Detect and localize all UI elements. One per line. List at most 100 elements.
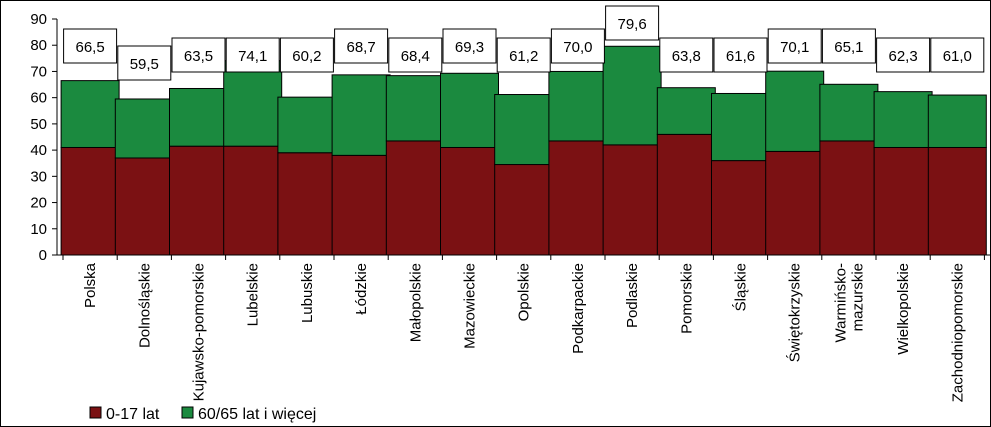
bar-segment-60-65	[277, 96, 337, 154]
total-label-box	[605, 5, 660, 41]
bar-segment-0-17	[656, 133, 716, 256]
y-tick-label: 50	[30, 116, 47, 133]
x-category-label: Lubuskie	[299, 263, 316, 323]
total-label: 60,2	[292, 48, 321, 65]
x-category-label: Dolnośląskie	[136, 263, 153, 348]
x-axis-categories: Polska Dolnośląskie Kujawsko-pomorskie Lube…	[62, 255, 985, 402]
bar-segment-60-65	[223, 60, 283, 147]
bar-segment-60-65	[873, 91, 933, 148]
bar-segment-0-17	[765, 150, 825, 256]
bar-segment-60-65	[656, 87, 716, 135]
y-tick-label: 70	[30, 63, 47, 80]
total-label: 70,0	[563, 39, 592, 56]
x-category-label: Zachodniopomorskie	[949, 263, 966, 402]
total-label-box	[550, 28, 605, 64]
bar-segment-60-65	[602, 45, 662, 146]
bar-segment-0-17	[819, 140, 879, 256]
bar-segment-0-17	[60, 146, 120, 256]
bar-segment-0-17	[440, 146, 499, 256]
total-label-box	[767, 28, 822, 64]
bar-segment-0-17	[114, 157, 174, 256]
x-category-label: Opolskie	[516, 263, 533, 321]
total-label-box	[496, 37, 551, 73]
legend-swatch-0-17	[89, 406, 102, 419]
y-tick-label: 10	[30, 221, 47, 238]
legend: 0-17 lat 60/65 lat i więcej	[89, 406, 316, 423]
legend-swatch-60-65	[181, 406, 194, 419]
bar-segment-60-65	[60, 80, 120, 148]
total-label: 68,7	[346, 39, 375, 56]
total-label-box	[442, 28, 497, 64]
bar-segment-0-17	[602, 144, 662, 256]
total-label: 63,5	[184, 48, 213, 65]
bar-segment-0-17	[873, 146, 933, 256]
bar-segment-0-17	[331, 154, 391, 256]
x-category-label: Kujawsko-pomorskie	[191, 263, 208, 401]
legend-label-0-17: 0-17 lat	[106, 406, 160, 423]
total-label-box	[876, 37, 931, 73]
total-label-box	[713, 37, 768, 73]
y-tick-label: 0	[39, 247, 47, 264]
total-label: 74,1	[238, 48, 267, 65]
y-tick-label: 30	[30, 168, 47, 185]
bar-segment-60-65	[494, 94, 554, 166]
bar-segment-60-65	[169, 87, 228, 147]
bar-segment-60-65	[819, 83, 879, 142]
x-category-label: Podkarpackie	[570, 263, 587, 354]
bars	[60, 45, 987, 256]
bar-segment-0-17	[277, 152, 337, 256]
total-label: 69,3	[455, 39, 484, 56]
y-axis: 0 10 20 30 40 50 60 70 80 90	[30, 11, 57, 264]
total-label-box	[334, 28, 389, 64]
y-tick-label: 60	[30, 90, 47, 107]
total-label-box	[279, 37, 334, 73]
y-tick-label: 40	[30, 142, 47, 159]
total-label: 62,3	[888, 48, 917, 65]
total-label: 61,0	[943, 48, 972, 65]
bar-segment-60-65	[385, 75, 445, 142]
bar-segment-60-65	[765, 70, 825, 152]
bar-segment-60-65	[114, 98, 174, 159]
total-label: 70,1	[780, 39, 809, 56]
total-label-box	[659, 37, 714, 73]
total-label: 65,1	[834, 39, 863, 56]
x-category-label: Łódzkie	[353, 263, 370, 315]
total-label: 63,8	[672, 48, 701, 65]
bar-segment-60-65	[927, 94, 987, 148]
bar-segment-0-17	[223, 145, 283, 256]
total-label-box	[63, 28, 118, 64]
legend-label-60-65: 60/65 lat i więcej	[198, 406, 316, 423]
x-category-label: Lubelskie	[245, 263, 262, 326]
x-category-label: Warmińsko-mazurskie	[832, 263, 866, 342]
y-tick-label: 80	[30, 37, 47, 54]
bar-segment-0-17	[494, 164, 554, 256]
total-labels: 66,5 59,5 63,5 74,1 60,2 68,7 68,4 69,3 61,2 70,0…	[63, 5, 985, 81]
total-label: 61,2	[509, 48, 538, 65]
total-label-box	[171, 37, 226, 73]
total-label: 61,6	[726, 48, 755, 65]
total-label: 79,6	[617, 16, 646, 33]
total-label: 59,5	[130, 56, 159, 73]
x-category-label: Polska	[82, 262, 99, 308]
x-category-label: Mazowieckie	[462, 263, 479, 349]
x-category-label: Pomorskie	[678, 263, 695, 334]
total-label-box	[225, 37, 280, 73]
bar-segment-60-65	[548, 70, 608, 142]
total-label-box	[821, 28, 876, 64]
bar-segment-0-17	[385, 140, 445, 256]
total-label-box	[388, 37, 443, 73]
y-tick-label: 90	[30, 11, 47, 28]
total-label-box	[117, 45, 172, 81]
total-label: 66,5	[75, 39, 104, 56]
y-tick-label: 20	[30, 195, 47, 212]
x-category-label: Podlaskie	[624, 263, 641, 328]
total-label: 68,4	[401, 48, 430, 65]
total-label-box	[930, 37, 985, 73]
bar-segment-60-65	[711, 92, 770, 162]
x-category-label: Śląskie	[732, 263, 750, 311]
bar-segment-60-65	[440, 72, 499, 148]
bar-segment-0-17	[927, 146, 987, 256]
x-category-label: Świętokrzyskie	[786, 263, 804, 362]
x-category-label: Małopolskie	[407, 263, 424, 342]
